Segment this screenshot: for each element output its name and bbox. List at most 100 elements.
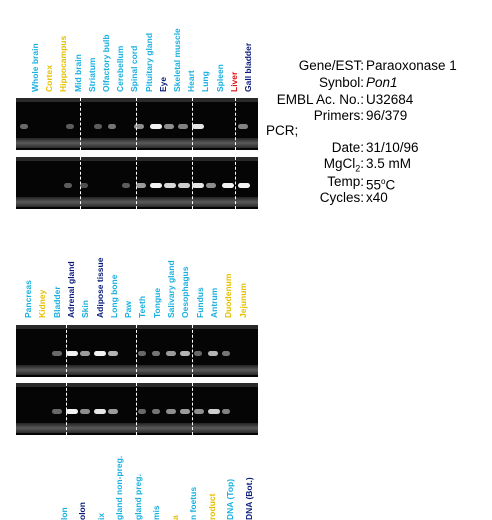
lane-label: Skin [80, 300, 91, 318]
lane-label: Skeletal muscle [172, 28, 182, 92]
gel-panel1-bottom [16, 157, 258, 209]
gel-band [150, 183, 162, 188]
lane-label: Lung [200, 71, 211, 92]
lane-label: Cortex [44, 65, 55, 92]
lane-divider [192, 98, 193, 150]
symbol-key: Synbol: [318, 75, 364, 90]
gel-band [122, 183, 130, 188]
lane-label: Spinal cord [129, 45, 140, 92]
lane-label: lon [58, 507, 69, 520]
lane-label: Oesophagus [180, 266, 191, 318]
date-key: Date: [331, 140, 364, 155]
lane-label: Jejunum [237, 283, 248, 318]
gel-band [180, 409, 190, 414]
embl-value: U32684 [366, 92, 414, 107]
gel-band [108, 351, 118, 356]
gel-band [52, 351, 62, 356]
gel-band [134, 124, 144, 129]
gel-band [108, 409, 118, 414]
lane-label: Long bone [108, 274, 119, 318]
lane-label: ix [95, 512, 106, 520]
gel-band [94, 409, 106, 414]
gel-band [66, 409, 78, 414]
lane-label: Spleen [214, 64, 225, 92]
primers-key: Primers: [313, 108, 364, 123]
lane-label: Striatum [86, 57, 97, 92]
gel-panel2-bottom [16, 383, 258, 435]
gel-band [178, 124, 188, 129]
lane-label: gland non-preg. [114, 455, 124, 520]
gel-band [94, 351, 106, 356]
gel-band [208, 351, 218, 356]
lane-label: Adipose tissue [94, 257, 105, 318]
gel-band [178, 183, 190, 188]
gel-band [206, 183, 216, 188]
gel-band [208, 409, 220, 414]
gel-band [164, 124, 174, 129]
lane-divider [192, 157, 193, 209]
lane-label: Hippocampus [58, 35, 69, 92]
gel-band [152, 409, 160, 414]
gel-band [222, 351, 230, 356]
embl-key: EMBL Ac. No.: [276, 92, 364, 107]
cycles-value: x40 [366, 190, 388, 205]
gel-panel2-top [16, 325, 258, 377]
lane-label: Liver [228, 71, 239, 92]
lane-label: a [169, 515, 180, 520]
lane-label: Tongue [151, 287, 162, 318]
gel-band [222, 409, 230, 414]
lane-divider [66, 383, 67, 435]
lane-divider [235, 98, 236, 150]
lane-label: Pituitary gland [143, 32, 154, 92]
gel-band [20, 124, 28, 129]
lane-label: Fundus [194, 287, 205, 318]
gel-band [192, 183, 204, 188]
gel-band [152, 351, 160, 356]
lane-label: olon [77, 502, 87, 520]
mgcl-key: MgCl2: [323, 156, 364, 174]
symbol-value: Pon1 [366, 75, 398, 90]
temp-value: 55oC [366, 177, 396, 193]
lane-label: roduct [206, 493, 217, 520]
lane-divider [80, 98, 81, 150]
pcr-label: PCR; [266, 123, 299, 138]
gel-band [66, 351, 78, 356]
gel-band [52, 409, 62, 414]
lane-label: Bladder [51, 286, 62, 318]
gel-band [166, 409, 176, 414]
lane-divider [66, 325, 67, 377]
lane-divider [136, 157, 137, 209]
lane-label: gland preg. [132, 474, 143, 520]
date-value: 31/10/96 [366, 140, 419, 155]
lane-label: Olfactory bulb [101, 34, 111, 92]
gel-band [180, 351, 190, 356]
lane-label: Cerebellum [115, 45, 126, 92]
gene-key: Gene/EST: [298, 58, 364, 73]
lane-divider [136, 325, 137, 377]
gel-band [166, 351, 176, 356]
lane-label: n foetus [188, 486, 198, 520]
lane-divider [80, 157, 81, 209]
gel-band [94, 124, 102, 129]
gel-band [150, 124, 162, 129]
lane-divider [192, 325, 193, 377]
lane-label: Duodenum [223, 273, 234, 318]
gene-value: Paraoxonase 1 [366, 58, 457, 73]
gel-band [138, 351, 146, 356]
gel-band [194, 409, 204, 414]
gel-band [222, 183, 234, 188]
lane-label: mis [151, 505, 161, 520]
gel-band [66, 124, 74, 129]
lane-label: Adrenal gland [65, 261, 76, 318]
temp-key: Temp: [327, 174, 364, 189]
lane-divider [136, 383, 137, 435]
lane-label: Heart [186, 70, 197, 92]
lane-label: Eye [157, 76, 168, 92]
primers-value: 96/379 [366, 108, 408, 123]
gel-band [238, 124, 248, 129]
lane-label: Mid brain [72, 54, 83, 92]
lane-label: Whole brain [30, 43, 40, 92]
lane-label: Pancreas [23, 280, 33, 318]
gel-band [238, 183, 250, 188]
lane-label: DNA (Top) [225, 478, 235, 520]
